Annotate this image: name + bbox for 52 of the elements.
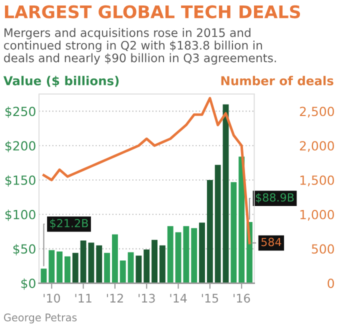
bar [230,182,237,284]
y-tick-label: $100 [5,210,36,221]
y-tick-label: $150 [5,175,36,187]
x-tick-label: '13 [138,294,155,303]
text: George Petras [4,314,77,324]
y2-tick-label: 1,000 [300,210,334,221]
bar [88,242,94,284]
y2-tick-label: 1,500 [300,175,334,186]
bar [144,249,150,284]
x-tick-label: '10 [44,294,60,303]
y2-tick-label: 0 [328,278,334,288]
y-tick-label: $50 [13,244,36,256]
bar [72,252,78,284]
y-tick-label: $0 [21,278,36,290]
x-tick-label: '12 [106,294,123,303]
bar [199,222,205,284]
bar [159,245,166,284]
chart-subtitle: Mergers and acquisitions rose in 2015 and continued strong in Q2 with $183.8 billion in deals and nearly $90 billion in Q3 agreements. [4,28,276,65]
chart-title: LARGEST GLOBAL TECH DEALS [4,5,300,18]
x-tick-label: '11 [75,294,92,303]
data-label: $21.2B [50,218,88,229]
bar [128,252,134,284]
x-tick-label: '16 [234,294,250,303]
y2-tick-label: 500 [312,244,334,254]
bar [48,250,55,284]
y2-tick-label: 2,500 [300,106,334,118]
bar [167,226,174,284]
y2-tick-label: 2,000 [300,141,334,152]
y-axis-title: Value ($ billions) [3,76,119,87]
x-tick-label: '14 [170,294,187,303]
y-tick-label: $200 [5,140,36,152]
data-label: 584 [261,238,282,246]
data-label: $88.9B [256,193,294,204]
bar [175,232,182,284]
bar [152,240,158,284]
bar [238,156,245,284]
line-series [42,96,251,244]
bar [96,245,102,284]
bar [120,260,126,284]
bar [80,240,86,284]
bar [56,252,63,284]
bar [191,228,198,284]
bar [206,180,213,284]
y2-axis-title: Number of deals [221,76,334,86]
bar [64,256,70,284]
bar [104,252,110,284]
bar [183,226,190,284]
bar [112,234,118,284]
bar [214,164,221,284]
x-tick-label: '15 [202,294,218,303]
bar [136,256,142,284]
y-tick-label: $250 [5,106,36,118]
